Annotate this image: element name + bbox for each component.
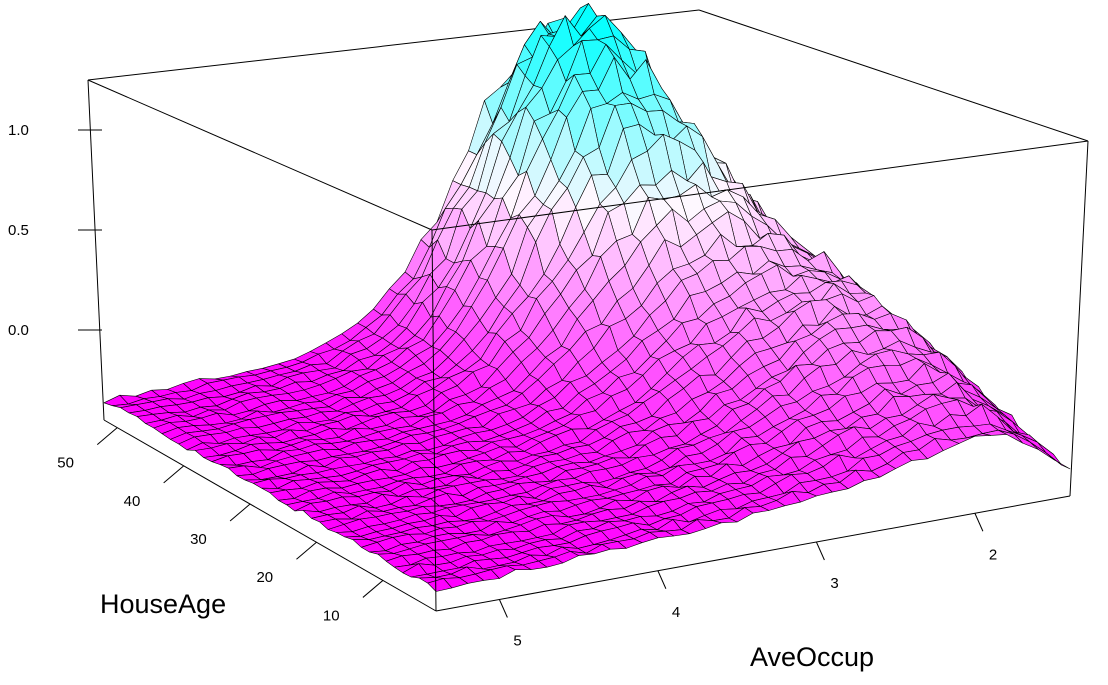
box-edge-back-right-top: [698, 9, 1089, 142]
aveoccup-tick-label: 2: [989, 546, 997, 563]
aveoccup-axis: 5 4 3 2: [498, 513, 997, 650]
aveoccup-tick-label: 5: [513, 633, 521, 650]
houseage-tick-mark: [229, 503, 251, 522]
box-edge-front-top-right: [431, 140, 1089, 231]
box-front-edges: [87, 79, 1089, 612]
surface-facet: [1037, 441, 1062, 466]
aveoccup-tick-mark: [974, 513, 984, 532]
z-axis: 1.0 0.5 0.0: [8, 122, 102, 339]
z-tick-label: 0.5: [8, 222, 29, 239]
houseage-tick-label: 50: [57, 455, 74, 472]
box-edge-back-left-vertical: [87, 79, 105, 421]
box-edge-front-vertical: [431, 229, 437, 612]
z-tick-label: 1.0: [8, 122, 29, 139]
houseage-tick-label: 40: [124, 493, 141, 510]
z-tick-label: 0.0: [8, 322, 29, 339]
box-edge-bottom-left: [103, 419, 437, 612]
box-edge-front-top-left: [87, 79, 433, 231]
aveoccup-tick-mark: [657, 570, 667, 589]
aveoccup-axis-title: AveOccup: [750, 642, 874, 672]
houseage-tick-mark: [296, 541, 317, 560]
houseage-tick-mark: [96, 427, 118, 446]
houseage-tick-mark: [362, 580, 384, 598]
box-edge-bottom-right: [435, 495, 1071, 612]
houseage-tick-label: 20: [256, 569, 273, 586]
aveoccup-tick-label: 4: [672, 604, 680, 621]
houseage-tick-label: 10: [323, 607, 340, 624]
houseage-tick-label: 30: [190, 531, 207, 548]
houseage-axis: 50 40 30 20 10: [57, 427, 384, 624]
houseage-tick-mark: [163, 465, 185, 484]
surface-mesh: [103, 3, 1071, 592]
aveoccup-tick-mark: [815, 541, 825, 561]
surface-facet: [427, 578, 453, 592]
aveoccup-tick-mark: [498, 599, 508, 618]
aveoccup-tick-label: 3: [830, 575, 838, 592]
houseage-axis-title: HouseAge: [100, 589, 226, 619]
box-edge-right-vertical: [1069, 140, 1089, 497]
surface-facet: [1029, 441, 1055, 461]
